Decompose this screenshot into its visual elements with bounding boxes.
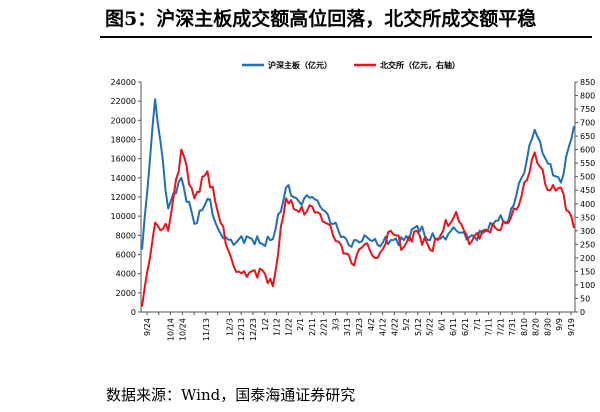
x-tick-label: 6/21	[461, 318, 470, 336]
y-right-tick-label: 750	[580, 105, 595, 114]
x-tick-label: 6/11	[449, 318, 458, 336]
x-tick-label: 12/13	[237, 318, 246, 341]
x-tick-label: 2/21	[320, 318, 329, 336]
x-tick-label: 4/22	[390, 318, 399, 336]
x-tick-label: 5/2	[402, 318, 411, 331]
y-left-tick-label: 0	[131, 308, 136, 317]
y-left-tick-label: 20000	[111, 116, 136, 125]
y-right-tick-label: 150	[580, 267, 595, 276]
y-left-tick-label: 18000	[111, 136, 136, 145]
x-tick-label: 10/24	[178, 318, 187, 341]
y-right-tick-label: 500	[580, 173, 595, 182]
y-right-tick-label: 650	[580, 132, 595, 141]
x-tick-label: 8/20	[532, 318, 541, 336]
x-tick-label: 8/30	[543, 318, 552, 336]
axes-group: 0200040006000800010000120001400016000180…	[111, 78, 596, 341]
y-left-tick-label: 4000	[116, 270, 136, 279]
y-right-tick-label: 0	[580, 308, 585, 317]
y-right-tick-label: 200	[580, 254, 595, 263]
y-right-tick-label: 250	[580, 240, 595, 249]
chart-legend: 沪深主板（亿元） 北交所（亿元，右轴）	[242, 60, 460, 70]
x-tick-label: 1/22	[284, 318, 293, 336]
y-right-tick-label: 550	[580, 159, 595, 168]
y-left-tick-label: 2000	[116, 289, 136, 298]
x-tick-label: 5/22	[426, 318, 435, 336]
y-left-tick-label: 8000	[116, 231, 136, 240]
x-tick-label: 9/19	[567, 318, 576, 336]
x-tick-label: 7/11	[485, 318, 494, 336]
x-tick-label: 6/1	[437, 318, 446, 331]
x-tick-label: 9/24	[143, 318, 152, 336]
y-left-tick-label: 12000	[111, 193, 136, 202]
y-left-tick-label: 10000	[111, 212, 136, 221]
x-tick-label: 9/9	[555, 318, 564, 331]
line-chart: 沪深主板（亿元） 北交所（亿元，右轴） 02000400060008000100…	[111, 60, 596, 341]
x-tick-label: 5/12	[414, 318, 423, 336]
y-right-tick-label: 300	[580, 227, 595, 236]
y-left-tick-label: 22000	[111, 97, 136, 106]
figure-title: 图5：沪深主板成交额高位回落，北交所成交额平稳	[105, 8, 537, 30]
x-tick-label: 1/12	[273, 318, 282, 336]
x-tick-label: 2/1	[296, 318, 305, 331]
y-right-tick-label: 850	[580, 78, 595, 87]
series-group	[141, 98, 575, 307]
y-left-tick-label: 6000	[116, 251, 136, 260]
title-divider	[100, 36, 592, 38]
x-tick-label: 10/14	[167, 318, 176, 341]
y-right-tick-label: 700	[580, 119, 595, 128]
x-tick-label: 3/13	[343, 318, 352, 336]
x-tick-label: 8/10	[520, 318, 529, 336]
x-tick-label: 4/2	[367, 318, 376, 331]
y-left-tick-label: 16000	[111, 155, 136, 164]
x-tick-label: 12/3	[225, 318, 234, 336]
x-tick-label: 7/1	[473, 318, 482, 331]
x-tick-label: 7/31	[508, 318, 517, 336]
x-tick-label: 2/11	[308, 318, 317, 336]
y-left-tick-label: 14000	[111, 174, 136, 183]
y-right-tick-label: 50	[580, 294, 590, 303]
legend-label-mainboard: 沪深主板（亿元）	[268, 60, 332, 70]
y-right-tick-label: 100	[580, 281, 595, 290]
x-tick-label: 12/23	[249, 318, 258, 341]
x-tick-label: 3/3	[331, 318, 340, 331]
series-line-mainboard	[141, 98, 575, 250]
y-right-tick-label: 600	[580, 146, 595, 155]
y-right-tick-label: 350	[580, 213, 595, 222]
y-left-tick-label: 24000	[111, 78, 136, 87]
y-right-tick-label: 400	[580, 200, 595, 209]
x-tick-label: 3/23	[355, 318, 364, 336]
x-tick-label: 1/2	[261, 318, 270, 331]
source-note: 数据来源：Wind，国泰海通证券研究	[106, 386, 356, 404]
x-tick-label: 11/13	[202, 318, 211, 341]
series-line-bse	[141, 148, 575, 307]
x-tick-label: 7/21	[496, 318, 505, 336]
x-tick-label: 4/12	[379, 318, 388, 336]
y-right-tick-label: 800	[580, 92, 595, 101]
legend-label-bse: 北交所（亿元，右轴）	[380, 60, 460, 70]
y-right-tick-label: 450	[580, 186, 595, 195]
